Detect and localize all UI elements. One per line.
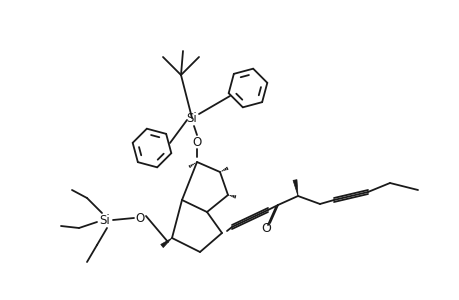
Text: O: O	[261, 221, 270, 235]
Text: O: O	[192, 136, 201, 148]
Polygon shape	[292, 180, 297, 196]
Text: Si: Si	[186, 112, 197, 124]
Polygon shape	[160, 238, 172, 247]
Text: O: O	[135, 212, 144, 224]
Text: Si: Si	[100, 214, 110, 226]
